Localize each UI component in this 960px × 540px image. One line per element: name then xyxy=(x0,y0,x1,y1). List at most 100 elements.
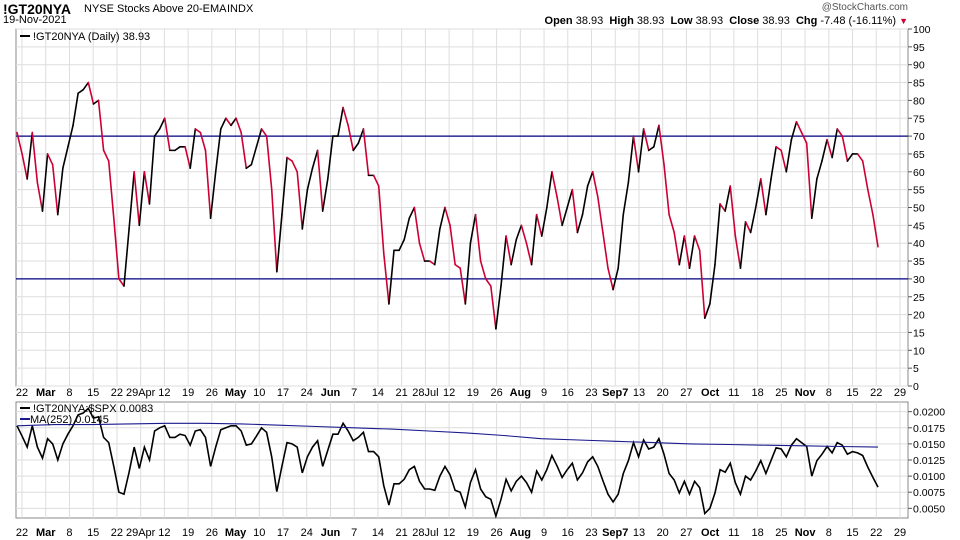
price-x-tick-label: 14 xyxy=(372,387,384,399)
price-x-tick-label: 12 xyxy=(158,387,170,399)
price-series-segment xyxy=(775,146,783,152)
price-series-segment xyxy=(821,138,828,162)
price-series-segment xyxy=(184,146,192,170)
ratio-x-tick-label: 12 xyxy=(158,527,170,539)
ratio-x-tick-label: 13 xyxy=(633,527,645,539)
ratio-x-tick-label: 26 xyxy=(206,527,218,539)
price-series-segment xyxy=(709,263,716,305)
price-series-segment xyxy=(133,171,141,227)
price-x-tick-label: 28Jul xyxy=(412,387,438,399)
price-series-segment xyxy=(163,117,171,152)
price-x-tick-label: 8 xyxy=(826,387,832,399)
price-series-segment xyxy=(535,213,543,237)
price-x-tick-label: Aug xyxy=(510,387,531,399)
price-series-segment xyxy=(810,178,818,220)
price-x-tick-label: May xyxy=(225,387,247,399)
ratio-y-tick-label: 0.0100 xyxy=(913,471,945,483)
price-series-segment xyxy=(596,195,604,234)
price-series-segment xyxy=(856,153,864,162)
price-x-tick-label: 22 xyxy=(16,387,28,399)
ratio-x-tick-label: 28Jul xyxy=(412,527,438,539)
price-series-segment xyxy=(209,171,217,220)
ratio-legend-label: !GT20NYA:$SPX 0.0083 xyxy=(33,403,153,415)
price-series-segment xyxy=(760,178,767,216)
ratio-y-tick-label: 0.0075 xyxy=(913,487,945,499)
price-y-tick-label: 80 xyxy=(913,95,925,107)
close-value: 38.93 xyxy=(762,15,790,27)
down-arrow-icon: ▼ xyxy=(899,16,908,26)
ratio-x-tick-label: 9 xyxy=(541,527,547,539)
price-series-segment xyxy=(265,135,273,191)
ratio-x-tick-label: Mar xyxy=(36,527,56,539)
price-series-segment xyxy=(703,303,711,319)
price-y-tick-label: 90 xyxy=(913,60,925,72)
ratio-x-tick-label: 26 xyxy=(490,527,502,539)
ratio-x-tick-label: 23 xyxy=(585,527,597,539)
price-series-segment xyxy=(321,178,329,212)
price-series-segment xyxy=(204,149,212,220)
symbol-description: NYSE Stocks Above 20-EMA xyxy=(84,3,227,15)
price-series-segment xyxy=(632,135,640,173)
price-y-tick-label: 75 xyxy=(913,113,925,125)
price-series-segment xyxy=(255,128,263,148)
price-series-segment xyxy=(627,135,635,184)
price-series-segment xyxy=(36,181,44,212)
price-series-segment xyxy=(744,220,752,234)
price-series-segment xyxy=(428,260,436,266)
price-series-segment xyxy=(556,195,563,227)
price-series-segment xyxy=(515,224,523,241)
price-y-tick-label: 25 xyxy=(913,292,925,304)
open-value: 38.93 xyxy=(575,15,604,27)
price-series-segment xyxy=(816,160,823,180)
price-x-tick-label: Nov xyxy=(795,387,817,399)
price-y-tick-label: 15 xyxy=(913,327,925,339)
ratio-x-tick-label: 14 xyxy=(372,527,384,539)
price-x-tick-label: Mar xyxy=(36,387,56,399)
price-series-segment xyxy=(189,128,197,170)
price-y-tick-label: 0 xyxy=(913,381,919,393)
price-series-segment xyxy=(505,235,512,266)
price-series-segment xyxy=(546,171,553,209)
ratio-x-tick-label: 15 xyxy=(87,527,99,539)
price-series-segment xyxy=(714,203,721,266)
ratio-x-tick-label: 17 xyxy=(277,527,289,539)
price-series-segment xyxy=(484,278,492,287)
price-series-segment xyxy=(647,146,655,152)
price-x-tick-label: 27 xyxy=(680,387,692,399)
price-y-tick-label: 40 xyxy=(913,238,925,250)
price-series-segment xyxy=(530,213,538,266)
price-series-segment xyxy=(561,206,569,227)
price-x-tick-label: 18 xyxy=(751,387,763,399)
ratio-x-tick-label: Oct xyxy=(701,527,720,539)
price-series-segment xyxy=(377,185,385,255)
price-series-segment xyxy=(16,131,23,155)
ratio-x-tick-label: 18 xyxy=(751,527,763,539)
price-series-segment xyxy=(805,142,813,220)
price-series-segment xyxy=(41,153,49,212)
price-x-tick-label: Sep7 xyxy=(602,387,628,399)
price-x-tick-label: 11 xyxy=(728,387,739,399)
price-series-segment xyxy=(214,128,222,173)
ratio-x-tick-label: 27 xyxy=(680,527,692,539)
price-series-segment xyxy=(46,153,54,166)
price-series-segment xyxy=(31,131,39,184)
ratio-y-tick-label: 0.0050 xyxy=(913,503,945,515)
price-series-segment xyxy=(607,267,614,291)
price-series-segment xyxy=(21,153,28,180)
price-series-segment xyxy=(281,156,288,216)
ratio-series-line xyxy=(16,407,879,519)
price-x-tick-label: 29 xyxy=(894,387,906,399)
price-series-segment xyxy=(118,278,125,287)
ratio-x-tick-label: 15 xyxy=(846,527,858,539)
price-series-segment xyxy=(734,235,742,269)
price-series-segment xyxy=(464,242,472,305)
ratio-x-tick-label: 8 xyxy=(826,527,832,539)
watermark: @StockCharts.com xyxy=(821,2,908,13)
price-series-segment xyxy=(872,213,879,248)
price-series-segment xyxy=(510,238,518,266)
price-series-segment xyxy=(571,188,579,234)
ratio-x-tick-label: Nov xyxy=(795,527,817,539)
price-series-segment xyxy=(520,224,528,244)
price-series-segment xyxy=(408,206,416,220)
